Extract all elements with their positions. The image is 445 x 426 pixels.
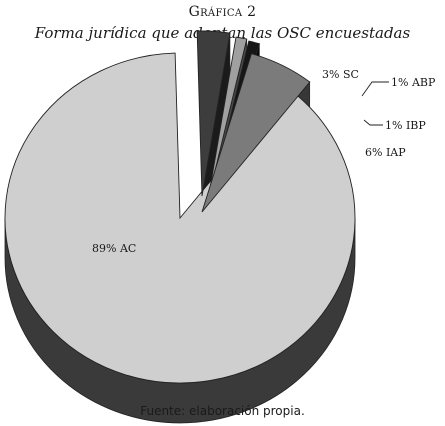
leader-line-abp [361, 81, 389, 97]
pie-slice-abp [207, 36, 248, 201]
slice-label-ibp: 1% IBP [385, 119, 426, 132]
leader-line-ibp [363, 119, 383, 126]
source-note: Fuente: elaboración propia. [140, 404, 305, 418]
pie-slice-ac [4, 52, 356, 384]
slice-label-sc: 3% SC [322, 68, 359, 81]
pie-slice-iap [201, 53, 311, 213]
slice-label-abp: 1% ABP [391, 76, 436, 89]
slice-label-ac: 89% AC [92, 242, 136, 255]
pie-slice-sc [196, 30, 231, 197]
chart-title: Gráfica 2 [188, 4, 257, 20]
slice-label-iap: 6% IAP [365, 146, 406, 159]
